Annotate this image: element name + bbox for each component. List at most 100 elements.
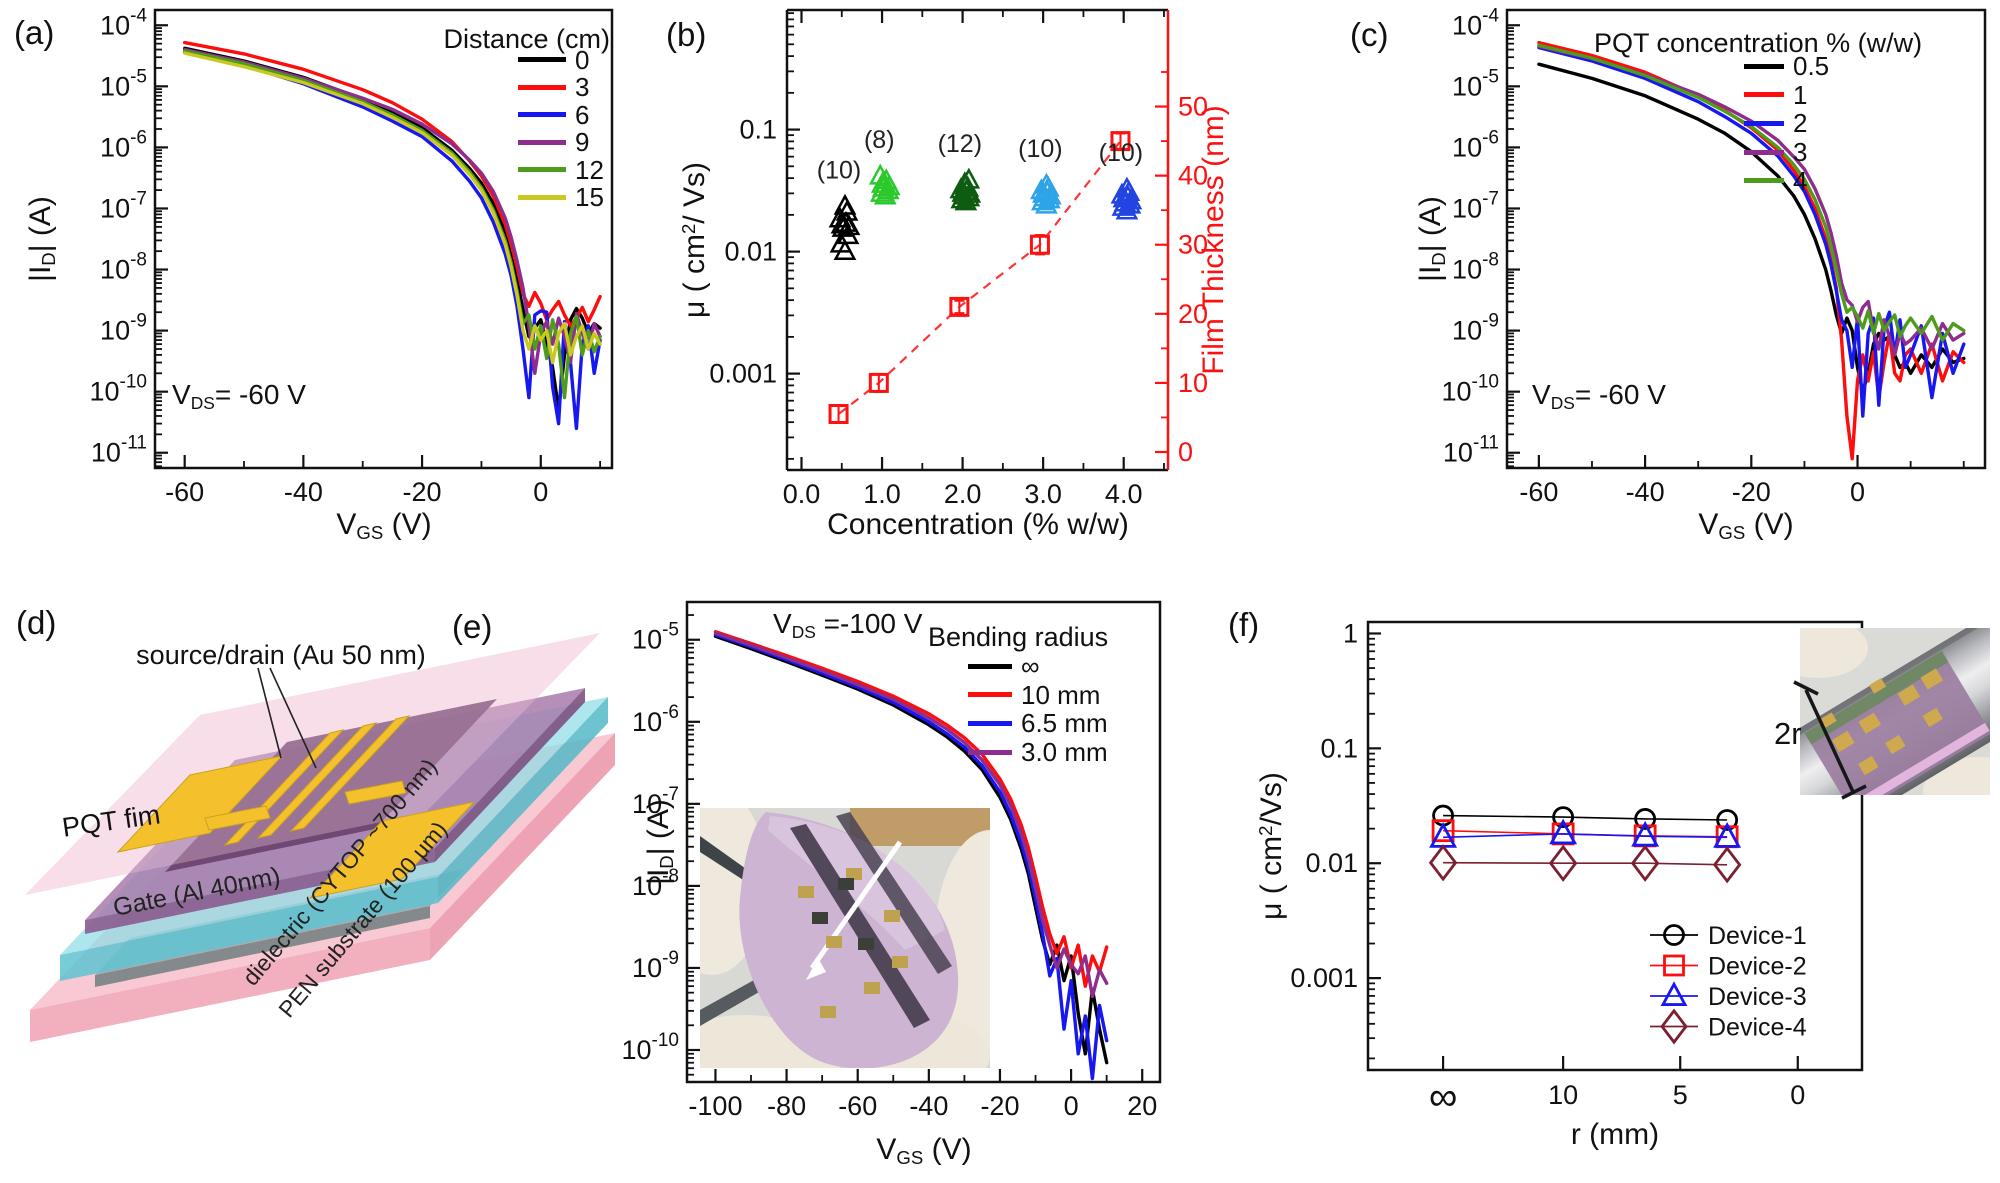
svg-text:-80: -80 <box>767 1091 806 1121</box>
vds-annotation-a: VDS= -60 V <box>172 379 306 413</box>
x-axis-title-a: VGS (V) <box>336 508 432 544</box>
svg-text:0.01: 0.01 <box>1305 848 1358 878</box>
legend-swatch <box>1744 120 1784 126</box>
svg-text:0.1: 0.1 <box>739 115 777 145</box>
x-axis-title-b: Concentration (% w/w) <box>827 508 1129 541</box>
legend-item-12: 12 <box>518 156 604 184</box>
legend-e: ∞ 10 mm 6.5 mm 3.0 mm <box>968 652 1108 766</box>
chart-f: 10.10.010.001∞ 10 5 0Device-1Device-2Device… <box>1290 618 1864 1119</box>
2r-label: 2r <box>1774 716 1802 751</box>
svg-text:10-9: 10-9 <box>1452 311 1499 346</box>
legend-item-label: 4 <box>1793 165 1808 196</box>
legend-swatch <box>968 663 1012 669</box>
legend-item-6.5mm: 6.5 mm <box>968 709 1108 738</box>
svg-text:10-6: 10-6 <box>100 127 147 162</box>
svg-text:-20: -20 <box>980 1091 1019 1121</box>
legend-title-a: Distance (cm) <box>443 24 610 54</box>
legend-swatch <box>518 57 566 63</box>
legend-title-c: PQT concentration % (w/w) <box>1594 28 1923 58</box>
legend-item-label: 1 <box>1793 79 1808 110</box>
svg-text:10-11: 10-11 <box>1443 433 1499 468</box>
x-axis-title-c: VGS (V) <box>1698 508 1794 544</box>
svg-text:(10): (10) <box>1099 139 1143 167</box>
svg-text:10-6: 10-6 <box>1452 127 1499 162</box>
legend-item-label: 3 <box>1793 137 1808 168</box>
legend-item-label: 3 <box>575 72 590 103</box>
svg-text:0.001: 0.001 <box>709 359 777 389</box>
panel-label-f: (f) <box>1228 606 1260 643</box>
panel-label-b: (b) <box>666 16 707 53</box>
x-axis-title-e: VGS (V) <box>876 1133 972 1169</box>
legend-item-label: 6 <box>575 99 590 130</box>
svg-text:Device-4: Device-4 <box>1708 1014 1807 1042</box>
svg-text:0: 0 <box>533 477 548 507</box>
bent-device-photo <box>1800 628 1990 795</box>
legend-swatch <box>518 84 566 90</box>
source-drain-pointer-lines <box>257 667 317 769</box>
svg-text:(12): (12) <box>938 130 982 158</box>
2r-dimension-line <box>1793 680 1867 800</box>
svg-text:4.0: 4.0 <box>1105 479 1143 509</box>
legend-item-0: 0 <box>518 46 604 74</box>
legend-item-label: 12 <box>575 154 604 185</box>
svg-text:10-10: 10-10 <box>621 1030 679 1065</box>
svg-text:∞: ∞ <box>1429 1075 1458 1119</box>
legend-item-label: 9 <box>575 127 590 158</box>
flexible-device-photo <box>700 808 990 1068</box>
legend-c: 0.5 1 2 3 4 <box>1744 52 1829 195</box>
vds-annotation-e: VDS =-100 V <box>773 608 923 642</box>
legend-swatch <box>518 139 566 145</box>
svg-text:0.1: 0.1 <box>1320 733 1358 763</box>
y-axis-title-f: μ ( cm2/Vs) <box>1254 772 1289 920</box>
legend-item-label: 6.5 mm <box>1021 708 1108 739</box>
svg-text:0.01: 0.01 <box>724 237 777 267</box>
svg-text:40: 40 <box>1178 161 1208 191</box>
svg-text:1: 1 <box>1343 618 1358 648</box>
legend-a: 0 3 6 9 12 15 <box>518 46 604 211</box>
legend-swatch <box>1744 63 1784 69</box>
vds-annotation-c: VDS= -60 V <box>1532 379 1666 413</box>
y-axis-title-a: |ID| (A) <box>23 196 60 282</box>
svg-text:20: 20 <box>1178 299 1208 329</box>
svg-text:10-5: 10-5 <box>632 620 679 655</box>
svg-text:20: 20 <box>1127 1091 1157 1121</box>
y-axis-title-e: |ID| (A) <box>641 799 678 885</box>
svg-text:10-7: 10-7 <box>100 188 147 223</box>
legend-swatch <box>1744 92 1784 98</box>
svg-text:10-9: 10-9 <box>100 311 147 346</box>
svg-text:Device-3: Device-3 <box>1708 983 1807 1011</box>
svg-text:10-5: 10-5 <box>1452 66 1499 101</box>
chart-e: 10-510-610-710-810-910-10-100 -80 -60 -40 -2… <box>621 600 1162 1121</box>
svg-text:10-4: 10-4 <box>100 5 147 40</box>
svg-text:-60: -60 <box>838 1091 877 1121</box>
svg-text:(8): (8) <box>864 126 895 154</box>
svg-text:10-5: 10-5 <box>100 66 147 101</box>
legend-item-label: 0.5 <box>1793 51 1830 82</box>
svg-text:0: 0 <box>1790 1080 1805 1110</box>
legend-item-6: 6 <box>518 101 604 129</box>
legend-item-0.5: 0.5 <box>1744 52 1829 81</box>
svg-text:10-10: 10-10 <box>1441 372 1499 407</box>
legend-item-label: 15 <box>575 182 604 213</box>
legend-item-3: 3 <box>518 74 604 102</box>
legend-item-4: 4 <box>1744 166 1829 195</box>
x-axis-title-f: r (mm) <box>1570 1118 1660 1151</box>
legend-item-10mm: 10 mm <box>968 681 1108 710</box>
svg-text:0: 0 <box>1178 437 1193 467</box>
legend-item-: ∞ <box>968 652 1108 681</box>
svg-text:0.001: 0.001 <box>1290 963 1358 993</box>
svg-text:-40: -40 <box>284 477 323 507</box>
legend-item-15: 15 <box>518 184 604 212</box>
legend-swatch <box>968 720 1012 726</box>
svg-text:-20: -20 <box>1732 477 1771 507</box>
legend-swatch <box>1744 149 1784 155</box>
svg-text:-60: -60 <box>1519 477 1558 507</box>
svg-text:10-4: 10-4 <box>1452 5 1499 40</box>
legend-item-3.0mm: 3.0 mm <box>968 738 1108 767</box>
svg-text:50: 50 <box>1178 92 1208 122</box>
panel-label-c: (c) <box>1350 16 1389 53</box>
svg-text:10: 10 <box>1178 368 1208 398</box>
pen-substrate-side <box>430 733 615 960</box>
svg-text:Device-2: Device-2 <box>1708 953 1807 981</box>
